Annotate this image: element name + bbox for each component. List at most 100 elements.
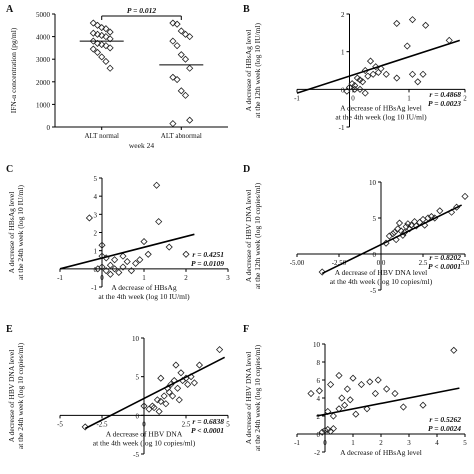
data-point-b [408, 70, 417, 78]
data-point-a [102, 33, 110, 41]
x-axis-label-e: at the 4th week (log 10 copies/ml) [93, 438, 196, 447]
data-point-f [318, 428, 326, 436]
p-value-a: P = 0.012 [127, 6, 156, 15]
x-tick-label-d: 2.5 [419, 259, 428, 267]
data-point-d [412, 222, 420, 230]
data-point-a [186, 64, 194, 72]
data-point-b [356, 85, 364, 93]
data-point-d [436, 207, 444, 215]
p-value-f: P = 0.0024 [428, 424, 461, 433]
x-tick-label-e: 0 [142, 420, 146, 428]
data-point-f [371, 389, 379, 398]
data-point-c [132, 259, 140, 267]
y-tick-label-b: 0 [341, 86, 345, 94]
data-point-a [173, 75, 181, 84]
data-point-c [155, 218, 163, 226]
x-tick-label-f: 3 [407, 439, 411, 447]
data-point-b [361, 89, 369, 97]
data-point-a [98, 40, 106, 49]
data-point-c [119, 263, 127, 271]
data-point-a [173, 42, 181, 50]
data-point-b [414, 78, 422, 86]
data-point-d [404, 220, 412, 228]
y-tick-label-a: 0 [47, 124, 51, 132]
data-point-f [391, 389, 399, 398]
data-point-f [315, 387, 323, 395]
data-point-f [399, 403, 407, 411]
x-tick-label-f: 2 [379, 439, 383, 447]
data-point-e [153, 396, 162, 404]
y-tick-label-f: 10 [313, 341, 321, 349]
x-tick-label-c: 3 [226, 274, 230, 282]
data-point-a [98, 31, 106, 40]
p-value-d: P < 0.0001 [428, 262, 461, 271]
data-point-f [329, 412, 337, 420]
y-tick-label-c: -1 [91, 284, 97, 292]
y-tick-label-d: 10 [369, 179, 377, 187]
data-point-c [140, 238, 148, 246]
r-value-c: r = 0.4251 [192, 250, 224, 259]
data-point-a [169, 73, 177, 81]
y-axis-label-f: A decrease of HBV DNA level [244, 352, 253, 445]
y-tick-label-d: -5 [370, 287, 376, 295]
data-point-d [382, 239, 390, 247]
data-point-f [383, 385, 391, 393]
x-axis-label-c: at the 4th week (log 10 IU/ml) [98, 292, 190, 301]
data-point-e [155, 407, 163, 416]
data-point-d [394, 225, 402, 233]
data-point-f [346, 396, 354, 404]
data-point-e [216, 346, 224, 354]
data-point-e [175, 396, 183, 404]
data-point-e [184, 380, 192, 388]
x-axis-label-a: week 24 [129, 141, 154, 150]
data-point-a [177, 51, 185, 59]
data-point-a [98, 23, 106, 32]
y-tick-label-c: 3 [94, 211, 98, 219]
y-tick-label-e: 10 [132, 335, 140, 343]
data-point-b [351, 82, 359, 90]
y-tick-label-c: 2 [94, 230, 98, 238]
data-point-d [405, 225, 414, 233]
x-tick-label-c: 1 [142, 274, 146, 282]
data-point-f [341, 401, 349, 409]
data-point-f [327, 380, 335, 389]
y-tick-label-d: 5 [373, 215, 377, 223]
data-point-c [182, 250, 190, 258]
data-point-b [422, 21, 430, 29]
x-tick-label-d: -2.50 [332, 259, 347, 267]
x-tick-label-b: 2 [463, 94, 467, 102]
y-tick-label-c: 1 [94, 248, 98, 256]
data-point-e [157, 374, 165, 382]
data-point-c [98, 241, 106, 249]
y-tick-label-a: 3000 [36, 56, 51, 64]
data-point-a [93, 21, 102, 29]
data-point-a [181, 91, 190, 99]
data-point-a [89, 29, 97, 37]
data-point-c [106, 270, 114, 278]
data-point-f [374, 376, 382, 384]
data-point-d [395, 219, 404, 227]
x-tick-label-e: -2.5 [96, 420, 108, 428]
category-label-a: ALT abnormal [161, 132, 202, 140]
y-tick-label-a: 2000 [36, 79, 51, 87]
data-point-c [111, 265, 119, 273]
data-point-c [98, 263, 106, 271]
y-axis-label-c: A decrease of HBsAg level [7, 192, 16, 274]
data-point-a [106, 64, 114, 72]
data-point-a [177, 27, 185, 35]
panel-label-a: A [6, 4, 14, 15]
data-point-c [165, 243, 173, 251]
data-point-a [102, 57, 110, 66]
data-point-c [144, 250, 152, 258]
x-tick-label-f: 5 [463, 439, 467, 447]
data-point-f [343, 385, 351, 393]
data-point-b [343, 87, 351, 95]
x-axis-label-c: A decrease of HBsAg [111, 283, 176, 292]
data-point-b [366, 57, 375, 65]
y-axis-label-e: at the 24th week (log 10 copies/ml) [16, 342, 25, 449]
data-point-e [177, 369, 185, 377]
chart-panel-a: A 0 1000 2000 3000 4000 5000 ALT normal ALT abno… [6, 4, 228, 150]
data-point-d [461, 192, 469, 200]
